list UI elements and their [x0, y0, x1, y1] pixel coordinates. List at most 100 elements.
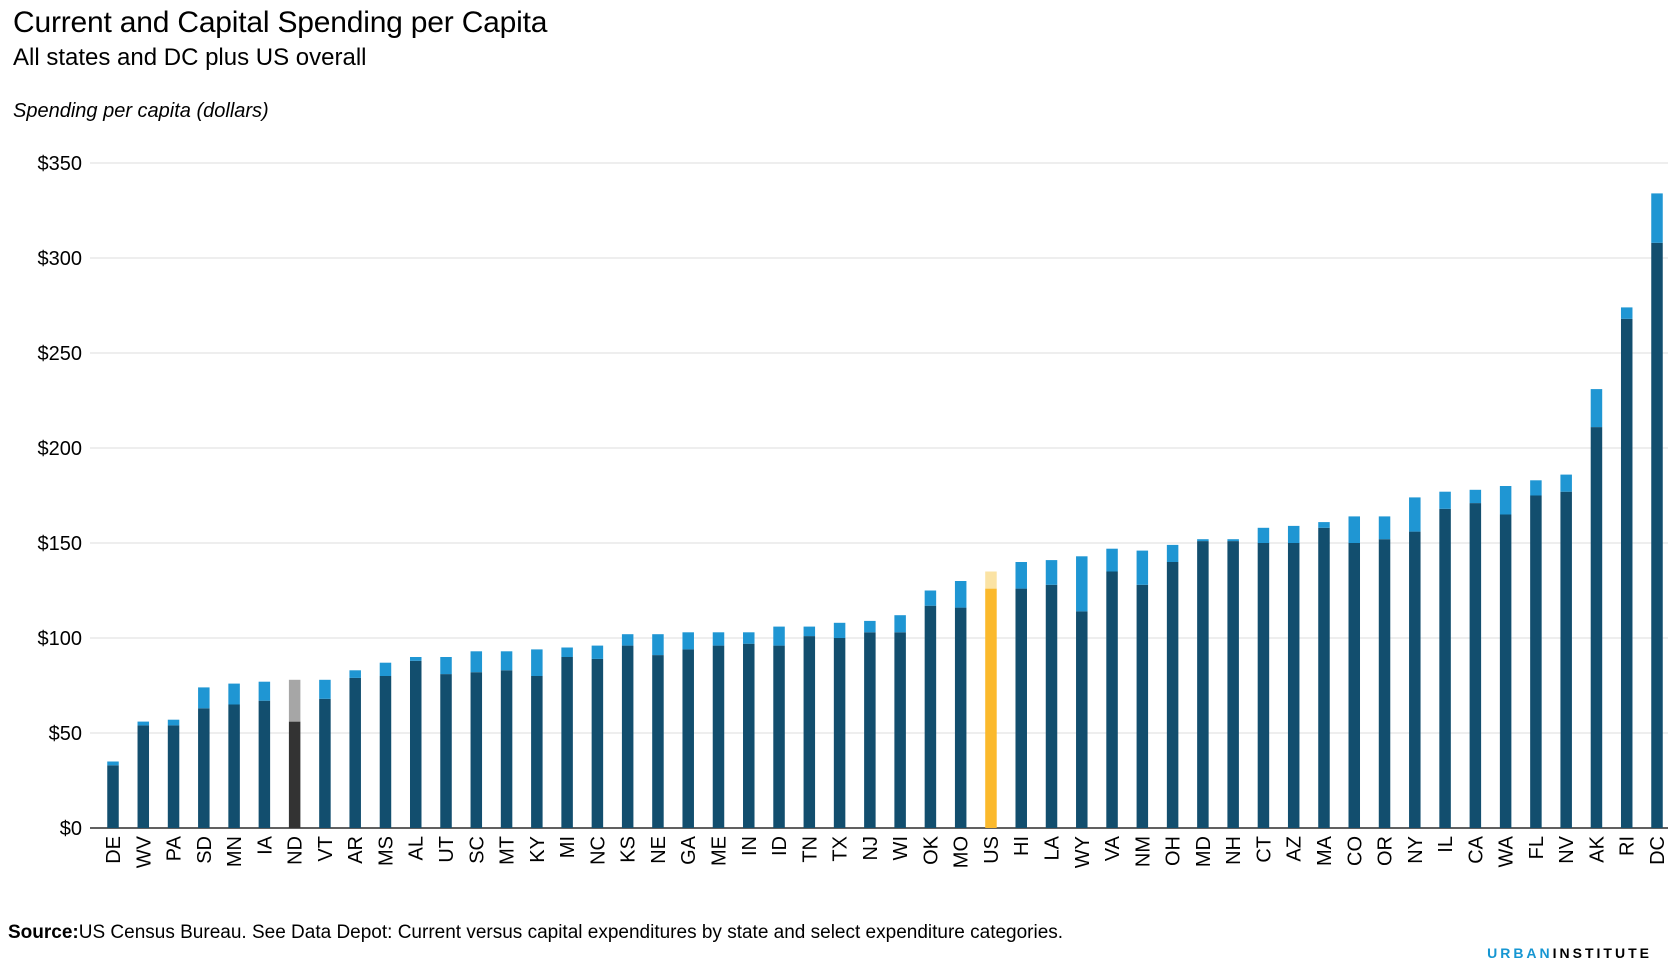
- x-tick-label: KS: [618, 836, 640, 863]
- bar-current-or: [1378, 539, 1391, 828]
- source-note: Source:US Census Bureau. See Data Depot:…: [8, 922, 1063, 944]
- x-tick-label: FL: [1526, 836, 1548, 859]
- bar-current-dc: [1651, 242, 1663, 829]
- x-tick-label: IN: [739, 836, 761, 856]
- bar-current-ct: [1257, 543, 1270, 828]
- x-tick-label: UT: [436, 836, 458, 863]
- x-tick-label: IA: [254, 835, 276, 855]
- chart-title: Current and Capital Spending per Capita: [13, 6, 548, 39]
- bar-capital-id: [773, 626, 785, 646]
- y-tick-label: $250: [38, 343, 83, 365]
- x-tick-label: NC: [587, 836, 609, 865]
- x-tick-label: ND: [285, 836, 307, 865]
- bar-capital-ri: [1620, 307, 1633, 319]
- bar-capital-vt: [319, 679, 331, 699]
- x-tick-label: NY: [1405, 836, 1427, 864]
- y-tick-label: $350: [38, 153, 83, 175]
- x-tick-label: RI: [1617, 836, 1639, 856]
- bar-capital-us: [985, 571, 997, 589]
- bar-current-us: [985, 588, 997, 828]
- bar-current-ky: [531, 676, 543, 828]
- bar-current-me: [712, 645, 725, 828]
- x-tick-label: OR: [1375, 836, 1397, 866]
- x-tick-label: WA: [1496, 835, 1518, 867]
- bar-current-mo: [954, 607, 967, 828]
- bar-current-ak: [1590, 427, 1603, 828]
- bar-current-oh: [1166, 562, 1179, 828]
- bar-capital-wy: [1076, 556, 1088, 612]
- bar-capital-ne: [652, 634, 664, 656]
- x-tick-label: NE: [648, 836, 670, 864]
- bar-current-mi: [561, 657, 573, 828]
- bar-capital-nd: [288, 679, 301, 722]
- y-tick-label: $300: [38, 248, 83, 270]
- x-tick-label: MO: [951, 836, 973, 868]
- x-tick-label: AZ: [1284, 836, 1306, 862]
- bar-capital-co: [1348, 516, 1361, 543]
- x-tick-label: IL: [1435, 836, 1457, 853]
- bar-current-sc: [470, 672, 483, 828]
- bar-current-wa: [1499, 514, 1512, 828]
- bar-current-nm: [1136, 584, 1149, 828]
- source-label: Source:: [8, 922, 79, 943]
- x-tick-label: OK: [920, 835, 942, 865]
- bar-capital-az: [1287, 525, 1300, 543]
- bar-capital-mo: [954, 581, 967, 608]
- bar-capital-wi: [894, 615, 906, 633]
- y-tick-label: $150: [38, 533, 83, 555]
- x-tick-label: NV: [1556, 835, 1578, 863]
- bar-current-tx: [833, 638, 846, 828]
- x-tick-label: WI: [890, 836, 912, 860]
- y-tick-label: $200: [38, 438, 83, 460]
- bar-capital-la: [1045, 560, 1058, 585]
- bar-capital-ms: [379, 662, 392, 676]
- bar-capital-ok: [924, 590, 937, 606]
- bar-capital-sd: [198, 687, 210, 709]
- x-tick-label: HI: [1011, 836, 1033, 856]
- x-tick-label: US: [981, 836, 1003, 864]
- bar-capital-ma: [1318, 522, 1330, 528]
- x-tick-label: LA: [1042, 835, 1064, 860]
- x-tick-label: DC: [1647, 836, 1669, 865]
- y-tick-label: $100: [38, 628, 83, 650]
- bar-capital-me: [712, 632, 725, 646]
- x-tick-label: SD: [194, 836, 216, 864]
- bar-current-nd: [288, 721, 301, 828]
- x-tick-label: MD: [1193, 836, 1215, 867]
- bar-capital-ca: [1469, 489, 1482, 504]
- y-tick-label: $50: [49, 723, 82, 745]
- x-tick-label: CA: [1465, 835, 1487, 863]
- bar-current-ks: [621, 645, 634, 828]
- x-tick-label: AR: [345, 836, 367, 864]
- bar-capital-tn: [803, 626, 816, 637]
- bar-capital-sc: [470, 651, 483, 673]
- bar-current-ga: [682, 649, 694, 828]
- bar-capital-ct: [1257, 527, 1270, 543]
- bar-current-in: [743, 643, 755, 828]
- bar-capital-il: [1439, 491, 1451, 509]
- x-tick-label: OH: [1163, 836, 1185, 866]
- x-tick-label: NM: [1132, 836, 1154, 867]
- bar-current-tn: [803, 636, 816, 828]
- x-tick-label: AK: [1586, 835, 1608, 862]
- x-tick-label: MN: [224, 836, 246, 867]
- bar-current-wy: [1076, 611, 1088, 828]
- bar-current-wv: [137, 725, 150, 828]
- bar-current-az: [1287, 543, 1300, 828]
- bar-capital-ny: [1409, 497, 1421, 532]
- bar-current-il: [1439, 508, 1451, 828]
- x-tick-label: CT: [1253, 836, 1275, 863]
- bar-current-fl: [1530, 495, 1542, 828]
- bar-capital-ks: [621, 634, 634, 646]
- x-tick-label: SC: [466, 836, 488, 864]
- bar-capital-nh: [1227, 539, 1239, 542]
- bar-current-co: [1348, 543, 1361, 828]
- bar-current-md: [1197, 541, 1209, 828]
- x-tick-label: VT: [315, 836, 337, 862]
- bar-capital-nj: [864, 620, 876, 633]
- bar-current-ne: [652, 655, 664, 828]
- x-tick-label: CO: [1344, 836, 1366, 866]
- bar-capital-va: [1106, 548, 1118, 572]
- bar-capital-nv: [1560, 474, 1572, 492]
- x-tick-label: MT: [497, 836, 519, 865]
